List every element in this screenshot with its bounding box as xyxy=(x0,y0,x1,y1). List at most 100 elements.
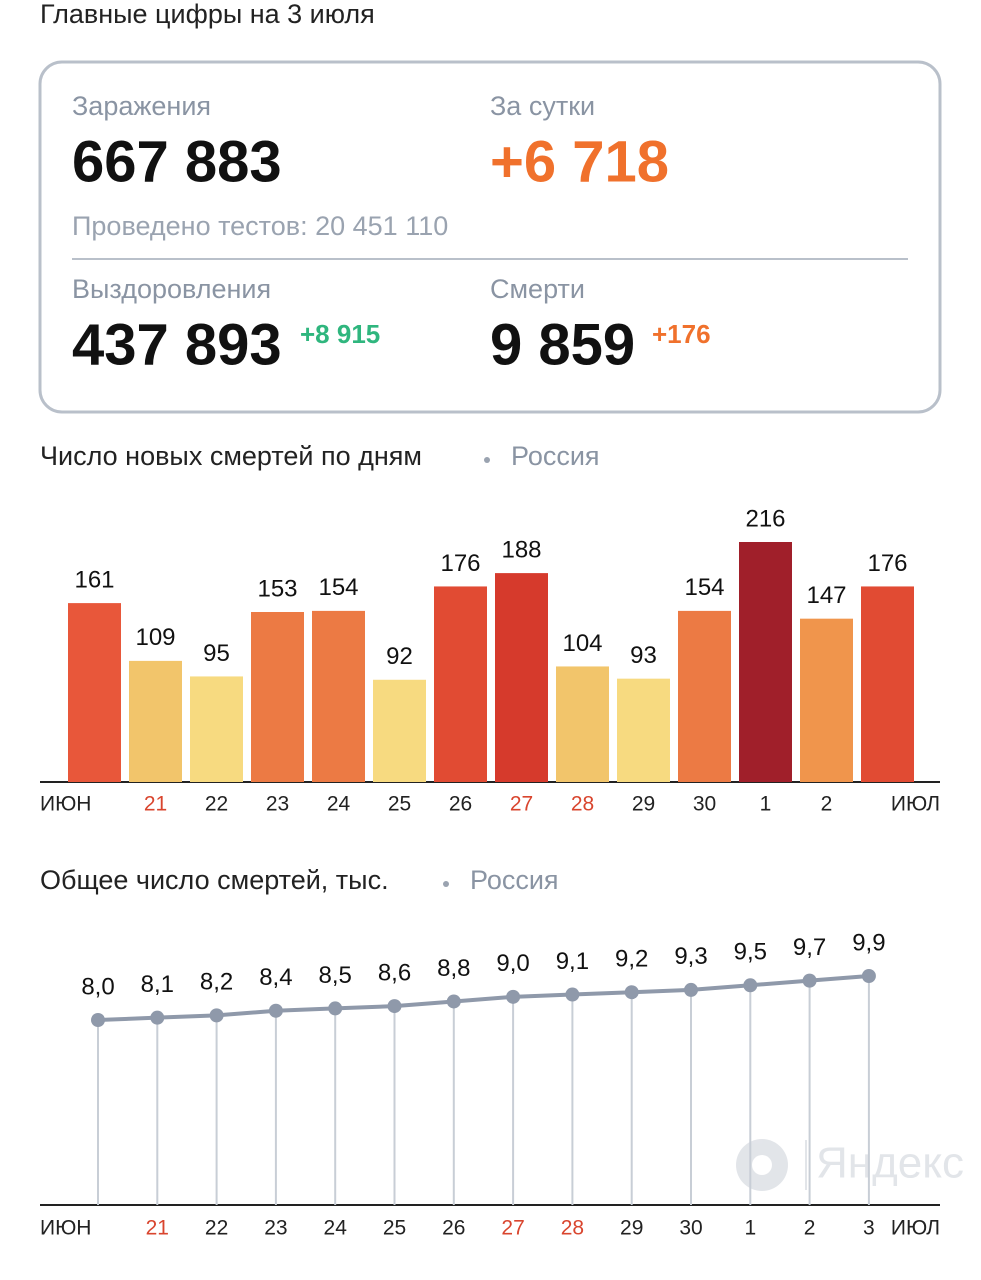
stat-value: 437 893 xyxy=(72,312,282,377)
point xyxy=(802,973,817,988)
value-label: 93 xyxy=(630,642,657,669)
stat-label: За сутки xyxy=(490,91,595,121)
value-label: 153 xyxy=(257,575,297,602)
x-tick-label: 29 xyxy=(620,1217,643,1240)
bar xyxy=(617,678,670,782)
x-tick-label: 30 xyxy=(679,1217,702,1240)
value-label: 176 xyxy=(440,550,480,577)
value-label: 147 xyxy=(806,582,846,609)
value-label: 92 xyxy=(386,643,413,670)
value-label: 188 xyxy=(501,536,541,563)
point xyxy=(150,1010,165,1025)
point xyxy=(328,1001,343,1016)
x-tick-label: 29 xyxy=(632,793,655,816)
x-tick-label: 24 xyxy=(324,1217,348,1240)
x-tick-label: 25 xyxy=(383,1217,406,1240)
x-tick-label: 21 xyxy=(144,793,167,816)
x-axis-start: ИЮН xyxy=(40,1217,91,1240)
point xyxy=(387,999,402,1014)
x-tick-label: 24 xyxy=(327,793,351,816)
chart-title: Общее число смертей, тыс. xyxy=(40,865,389,895)
value-label: 109 xyxy=(135,624,175,651)
value-label: 8,2 xyxy=(200,969,233,996)
point xyxy=(268,1003,283,1018)
chart-subtitle: Россия xyxy=(470,865,559,895)
x-tick-label: 3 xyxy=(863,1217,875,1240)
stat-value: +6 718 xyxy=(490,129,669,194)
bar xyxy=(190,676,243,782)
x-tick-label: 26 xyxy=(442,1217,465,1240)
x-tick-label: 23 xyxy=(266,793,289,816)
bar xyxy=(678,610,731,782)
point xyxy=(506,989,521,1004)
bar xyxy=(129,660,182,782)
chart-title: Число новых смертей по дням xyxy=(40,441,422,471)
value-label: 154 xyxy=(318,574,358,601)
separator xyxy=(484,457,490,463)
x-tick-label: ИЮЛ xyxy=(891,793,940,816)
x-tick-label: 2 xyxy=(821,793,833,816)
point xyxy=(743,978,758,993)
stat-label: Выздоровления xyxy=(72,274,271,304)
value-label: 9,1 xyxy=(556,948,589,975)
stat-delta: +176 xyxy=(652,319,711,349)
value-label: 8,5 xyxy=(319,962,352,989)
x-tick-label: 22 xyxy=(205,1217,228,1240)
x-tick-label: ИЮН xyxy=(40,793,91,816)
point xyxy=(861,969,876,983)
bar xyxy=(312,610,365,782)
x-tick-label: 2 xyxy=(804,1217,816,1240)
point xyxy=(684,982,698,997)
x-tick-label: 28 xyxy=(571,793,594,816)
value-label: 216 xyxy=(745,505,785,532)
value-label: 9,9 xyxy=(852,929,885,956)
x-tick-label: 30 xyxy=(693,793,716,816)
bar xyxy=(739,542,792,782)
bar xyxy=(373,679,426,782)
x-tick-label: 1 xyxy=(744,1217,756,1240)
value-label: 8,4 xyxy=(259,964,292,991)
value-label: 9,5 xyxy=(734,939,767,966)
separator xyxy=(443,881,449,887)
watermark: Яндекс xyxy=(736,1139,964,1191)
x-tick-label: 28 xyxy=(561,1217,584,1240)
value-label: 9,0 xyxy=(496,950,529,977)
value-label: 104 xyxy=(562,630,602,657)
stats-card xyxy=(38,60,942,414)
line xyxy=(97,974,870,1022)
stat-label: Заражения xyxy=(72,91,211,121)
watermark-text: Яндекс xyxy=(816,1139,964,1188)
x-axis-end: ИЮЛ xyxy=(891,1217,940,1240)
bar xyxy=(556,666,609,782)
x-tick-label: 22 xyxy=(205,793,228,816)
bar xyxy=(251,612,304,782)
bar xyxy=(861,586,914,782)
value-label: 176 xyxy=(867,550,907,577)
value-label: 8,8 xyxy=(437,955,470,982)
x-tick-label: 26 xyxy=(449,793,472,816)
x-tick-label: 1 xyxy=(760,793,772,816)
bar xyxy=(495,573,548,782)
value-label: 9,2 xyxy=(615,946,648,973)
value-label: 95 xyxy=(203,640,230,667)
stat-label: Смерти xyxy=(490,274,585,304)
x-tick-label: 23 xyxy=(264,1217,287,1240)
tests: Проведено тестов: 20 451 110 xyxy=(72,211,448,241)
chart-subtitle: Россия xyxy=(511,441,600,471)
value-label: 8,1 xyxy=(141,971,174,998)
x-tick-label: 21 xyxy=(146,1217,169,1240)
page-title: Главные цифры на 3 июля xyxy=(40,0,375,29)
x-tick-label: 27 xyxy=(501,1217,524,1240)
stat-delta: +8 915 xyxy=(300,319,380,349)
bar xyxy=(68,603,121,782)
value-label: 8,0 xyxy=(81,973,114,1000)
x-tick-label: 25 xyxy=(388,793,411,816)
point xyxy=(91,1013,105,1027)
point xyxy=(446,994,461,1009)
point xyxy=(624,985,639,1000)
x-tick-label: 27 xyxy=(510,793,533,816)
value-label: 9,3 xyxy=(674,943,707,970)
bar xyxy=(800,618,853,782)
point xyxy=(565,987,580,1002)
